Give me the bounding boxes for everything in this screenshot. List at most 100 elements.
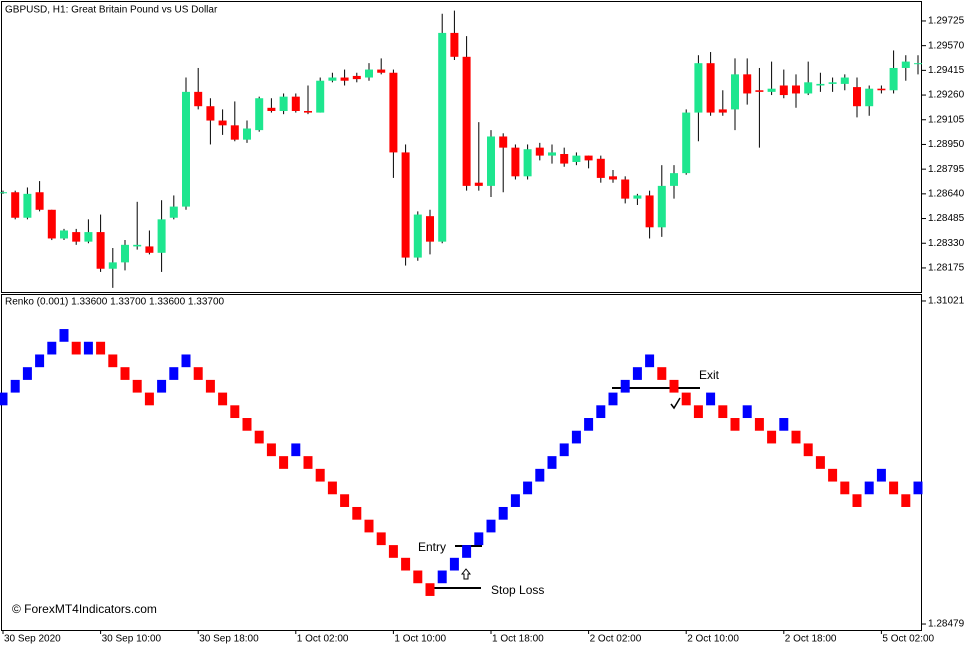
x-tick-label: 1 Oct 02:00 bbox=[297, 634, 349, 645]
renko-brick bbox=[645, 354, 655, 368]
renko-brick bbox=[0, 392, 8, 406]
renko-brick bbox=[681, 392, 691, 406]
candle-body bbox=[584, 155, 593, 161]
renko-brick bbox=[132, 379, 142, 393]
y-tick-label: 1.29725 bbox=[928, 16, 965, 27]
indicator-title: Renko (0.001) 1.33600 1.33700 1.33600 1.… bbox=[5, 297, 225, 308]
candle-body bbox=[755, 90, 764, 92]
renko-brick bbox=[510, 494, 520, 507]
renko-brick bbox=[828, 468, 838, 482]
y-tick-label: 1.29260 bbox=[928, 90, 965, 101]
renko-brick bbox=[815, 456, 825, 469]
candle-body bbox=[206, 106, 215, 121]
renko-brick bbox=[889, 481, 899, 495]
candle-body bbox=[560, 154, 569, 164]
candle-body bbox=[426, 216, 434, 242]
renko-brick bbox=[754, 418, 764, 431]
x-tick-label: 30 Sep 10:00 bbox=[102, 634, 162, 645]
candle-body bbox=[670, 173, 678, 186]
renko-brick bbox=[547, 456, 557, 469]
renko-brick bbox=[779, 418, 789, 431]
renko-brick bbox=[169, 367, 179, 380]
candle-body bbox=[779, 85, 788, 96]
annotation: Exit bbox=[699, 368, 720, 382]
watermark: © ForexMT4Indicators.com bbox=[12, 602, 157, 616]
renko-brick bbox=[83, 341, 93, 355]
candle-body bbox=[0, 192, 7, 194]
candle-body bbox=[877, 88, 886, 91]
candle-body bbox=[316, 80, 325, 113]
candle-body bbox=[889, 67, 898, 91]
y-tick-label: 1.28795 bbox=[928, 164, 965, 175]
candle-body bbox=[243, 128, 251, 140]
renko-brick bbox=[767, 430, 777, 444]
candle-body bbox=[218, 120, 227, 126]
renko-brick bbox=[193, 367, 203, 380]
annotation: Entry bbox=[418, 540, 446, 554]
x-tick-label: 2 Oct 02:00 bbox=[590, 634, 642, 645]
candle-body bbox=[35, 192, 44, 210]
candle-body bbox=[499, 136, 508, 148]
candle-body bbox=[548, 152, 556, 156]
renko-brick bbox=[266, 443, 276, 457]
candle-body bbox=[108, 262, 117, 269]
candle-body bbox=[804, 82, 813, 94]
renko-brick bbox=[10, 379, 20, 393]
candle-body bbox=[413, 214, 422, 258]
renko-brick bbox=[230, 405, 240, 419]
renko-brick bbox=[791, 430, 801, 444]
candle-body bbox=[706, 63, 715, 113]
renko-brick bbox=[559, 443, 569, 457]
candle-body bbox=[645, 195, 654, 228]
candle-body bbox=[901, 61, 910, 68]
candle-body bbox=[340, 77, 349, 81]
check-icon bbox=[670, 397, 681, 410]
candle-body bbox=[401, 152, 410, 258]
chart-title: GBPUSD, H1: Great Britain Pound vs US Do… bbox=[5, 5, 218, 16]
candle-body bbox=[389, 72, 398, 153]
renko-brick bbox=[388, 545, 398, 558]
candle-body bbox=[11, 192, 20, 218]
candle-body bbox=[23, 193, 32, 218]
y-tick-label: 1.28479 bbox=[928, 619, 965, 630]
candle-body bbox=[596, 158, 605, 178]
candle-body bbox=[718, 109, 727, 113]
renko-brick bbox=[657, 367, 667, 380]
renko-brick bbox=[425, 583, 435, 596]
renko-brick bbox=[47, 341, 57, 355]
candle-body bbox=[792, 85, 800, 94]
renko-brick bbox=[571, 430, 581, 444]
renko-brick bbox=[474, 532, 484, 546]
x-tick-label: 2 Oct 18:00 bbox=[785, 634, 837, 645]
candle-body bbox=[474, 182, 483, 186]
renko-brick bbox=[108, 354, 118, 368]
candle-body bbox=[682, 112, 691, 174]
y-tick-label: 1.28485 bbox=[928, 213, 965, 224]
renko-brick bbox=[303, 456, 313, 469]
renko-brick bbox=[706, 392, 716, 406]
candle-body bbox=[450, 32, 459, 57]
candle-body bbox=[279, 96, 288, 111]
renko-brick bbox=[535, 468, 545, 482]
renko-brick bbox=[59, 329, 69, 342]
candle-body bbox=[572, 155, 581, 162]
y-tick-label: 1.29570 bbox=[928, 40, 965, 51]
candle-body bbox=[133, 244, 142, 247]
renko-brick bbox=[584, 418, 594, 431]
renko-brick bbox=[35, 354, 45, 368]
renko-brick bbox=[852, 494, 862, 507]
renko-brick bbox=[620, 379, 630, 393]
candle-body bbox=[84, 232, 93, 242]
renko-brick bbox=[242, 418, 252, 431]
candle-body bbox=[96, 232, 105, 269]
candle-body bbox=[914, 63, 922, 65]
candle-body bbox=[816, 83, 825, 86]
candle-body bbox=[853, 87, 861, 107]
y-tick-label: 1.28950 bbox=[928, 139, 965, 150]
renko-brick bbox=[523, 481, 533, 495]
renko-brick bbox=[730, 418, 740, 431]
renko-brick bbox=[352, 506, 362, 520]
y-tick-label: 1.29105 bbox=[928, 114, 965, 125]
